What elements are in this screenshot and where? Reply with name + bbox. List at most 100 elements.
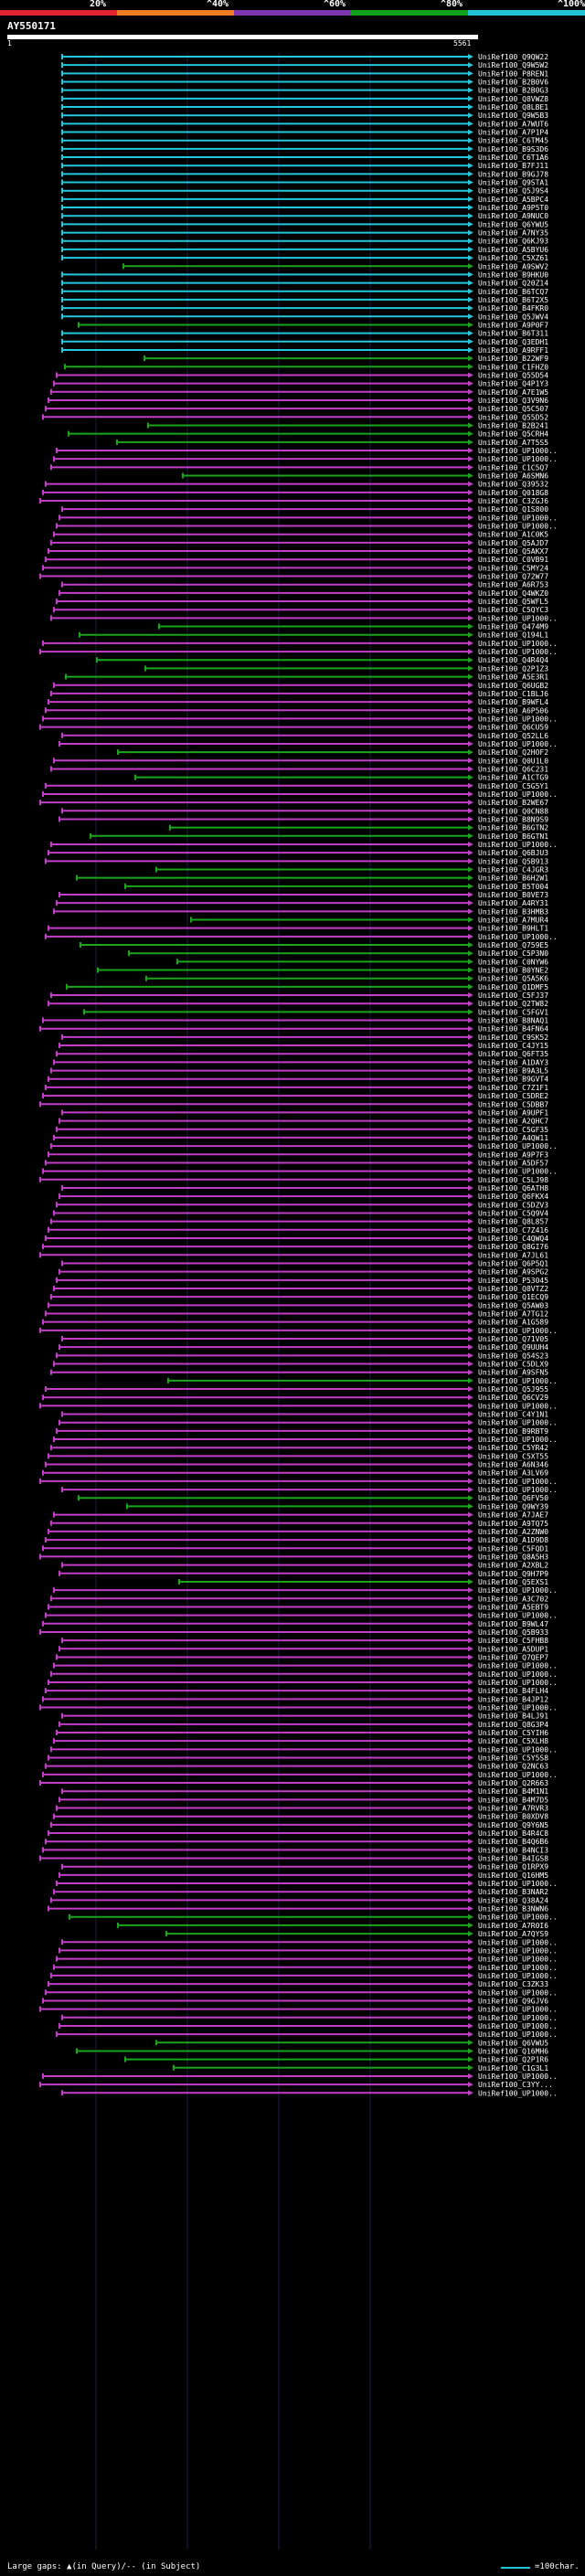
hit-label[interactable]: UniRef100_UP1000.. (478, 1142, 558, 1150)
hit-label[interactable]: UniRef100_P53045 (478, 1277, 548, 1285)
hit-label[interactable]: UniRef100_B2WE67 (478, 799, 548, 807)
hit-label[interactable]: UniRef100_Q5CRH4 (478, 430, 548, 439)
hit-label[interactable]: UniRef100_Q8LBE1 (478, 103, 548, 111)
hit-label[interactable]: UniRef100_C5QYC3 (478, 606, 548, 614)
hit-label[interactable]: UniRef100_Q5WFL5 (478, 598, 548, 606)
hit-label[interactable]: UniRef100_Q0CN88 (478, 807, 548, 815)
hit-label[interactable]: UniRef100_UP1000.. (478, 1956, 558, 1964)
hit-label[interactable]: UniRef100_Q759E5 (478, 941, 548, 949)
hit-label[interactable]: UniRef100_C0VB91 (478, 556, 548, 564)
hit-label[interactable]: UniRef100_Q2NC63 (478, 1763, 548, 1771)
hit-label[interactable]: UniRef100_C3ZK33 (478, 1980, 548, 1988)
hit-label[interactable]: UniRef100_B9WFL4 (478, 698, 548, 706)
hit-label[interactable]: UniRef100_UP1000.. (478, 1913, 558, 1922)
hit-label[interactable]: UniRef100_B6GTN1 (478, 832, 548, 841)
hit-label[interactable]: UniRef100_UP1000.. (478, 1486, 558, 1494)
hit-label[interactable]: UniRef100_C5FQD1 (478, 1544, 548, 1553)
hit-label[interactable]: UniRef100_UP1000.. (478, 1880, 558, 1888)
hit-label[interactable]: UniRef100_Q0U1L0 (478, 757, 548, 765)
hit-label[interactable]: UniRef100_C4JY15 (478, 1042, 548, 1050)
hit-label[interactable]: UniRef100_C5FJ37 (478, 991, 548, 1000)
hit-label[interactable]: UniRef100_C7Z1F1 (478, 1084, 548, 1092)
hit-label[interactable]: UniRef100_Q5B913 (478, 857, 548, 865)
hit-label[interactable]: UniRef100_A7JL61 (478, 1251, 548, 1259)
hit-label[interactable]: UniRef100_A4QW11 (478, 1134, 548, 1142)
hit-label[interactable]: UniRef100_Q6YWU5 (478, 220, 548, 228)
hit-label[interactable]: UniRef100_UP1000.. (478, 933, 558, 941)
hit-label[interactable]: UniRef100_C6T1A6 (478, 154, 548, 162)
hit-label[interactable]: UniRef100_UP1000.. (478, 1586, 558, 1595)
hit-label[interactable]: UniRef100_Q9WY39 (478, 1502, 548, 1511)
hit-label[interactable]: UniRef100_Q8GI76 (478, 1243, 548, 1251)
hit-label[interactable]: UniRef100_Q1DMF5 (478, 983, 548, 991)
hit-label[interactable]: UniRef100_UP1000.. (478, 1377, 558, 1385)
hit-label[interactable]: UniRef100_UP1000.. (478, 1612, 558, 1620)
hit-label[interactable]: UniRef100_Q4WKZ0 (478, 589, 548, 598)
hit-label[interactable]: UniRef100_UP1000.. (478, 1988, 558, 1997)
hit-label[interactable]: UniRef100_UP1000.. (478, 1662, 558, 1670)
hit-label[interactable]: UniRef100_A6SMN6 (478, 472, 548, 481)
hit-label[interactable]: UniRef100_A5EBT9 (478, 1603, 548, 1611)
hit-label[interactable]: UniRef100_C5DBB7 (478, 1100, 548, 1108)
hit-label[interactable]: UniRef100_A9UPF1 (478, 1108, 548, 1117)
hit-label[interactable]: UniRef100_A9TQ75 (478, 1520, 548, 1528)
hit-label[interactable]: UniRef100_Q8VWZ8 (478, 95, 548, 103)
hit-label[interactable]: UniRef100_UP1000.. (478, 1972, 558, 1980)
hit-label[interactable]: UniRef100_B3NWN6 (478, 1905, 548, 1913)
hit-label[interactable]: UniRef100_UP1000.. (478, 2089, 558, 2097)
hit-label[interactable]: UniRef100_Q7QEP7 (478, 1653, 548, 1661)
hit-label[interactable]: UniRef100_Q52LL6 (478, 732, 548, 740)
hit-label[interactable]: UniRef100_A1D9D8 (478, 1536, 548, 1544)
hit-label[interactable]: UniRef100_UP1000.. (478, 614, 558, 622)
hit-label[interactable]: UniRef100_A7TG12 (478, 1310, 548, 1319)
hit-label[interactable]: UniRef100_UP1000.. (478, 1327, 558, 1335)
hit-label[interactable]: UniRef100_UP1000.. (478, 455, 558, 463)
hit-label[interactable]: UniRef100_Q9W5B3 (478, 111, 548, 120)
hit-label[interactable]: UniRef100_B4M1N1 (478, 1787, 548, 1796)
hit-label[interactable]: UniRef100_A1DAY3 (478, 1058, 548, 1066)
hit-label[interactable]: UniRef100_C6TM45 (478, 137, 548, 145)
hit-label[interactable]: UniRef100_Q38A24 (478, 1896, 548, 1904)
hit-label[interactable]: UniRef100_A3C702 (478, 1595, 548, 1603)
hit-label[interactable]: UniRef100_UP1000.. (478, 740, 558, 748)
hit-label[interactable]: UniRef100_Q54S23 (478, 1352, 548, 1360)
hit-label[interactable]: UniRef100_Q8L857 (478, 1218, 548, 1226)
hit-label[interactable]: UniRef100_A7QYS9 (478, 1930, 548, 1938)
hit-label[interactable]: UniRef100_A9P5T0 (478, 204, 548, 212)
hit-label[interactable]: UniRef100_B5T004 (478, 883, 548, 891)
hit-label[interactable]: UniRef100_A7R0I6 (478, 1922, 548, 1930)
hit-label[interactable]: UniRef100_Q6P5Q1 (478, 1259, 548, 1267)
hit-label[interactable]: UniRef100_A9P0F7 (478, 321, 548, 329)
hit-label[interactable]: UniRef100_Q6FV50 (478, 1494, 548, 1502)
hit-label[interactable]: UniRef100_B4FN64 (478, 1025, 548, 1034)
hit-label[interactable]: UniRef100_UP1000.. (478, 1703, 558, 1712)
hit-label[interactable]: UniRef100_C4QWQ4 (478, 1235, 548, 1243)
hit-label[interactable]: UniRef100_UP1000.. (478, 1478, 558, 1486)
hit-label[interactable]: UniRef100_UP1000.. (478, 1419, 558, 1427)
hit-label[interactable]: UniRef100_B7FJ11 (478, 162, 548, 170)
hit-label[interactable]: UniRef100_A7NY35 (478, 229, 548, 238)
hit-label[interactable]: UniRef100_Q5B933 (478, 1628, 548, 1637)
hit-label[interactable]: UniRef100_Q6VWU5 (478, 2039, 548, 2047)
hit-label[interactable]: UniRef100_A2XBL2 (478, 1562, 548, 1570)
hit-label[interactable]: UniRef100_C5YIH6 (478, 1729, 548, 1737)
hit-label[interactable]: UniRef100_A7E1W5 (478, 388, 548, 397)
hit-label[interactable]: UniRef100_A7RVR3 (478, 1805, 548, 1813)
hit-label[interactable]: UniRef100_UP1000.. (478, 1745, 558, 1754)
hit-label[interactable]: UniRef100_Q9GJV6 (478, 1997, 548, 2005)
hit-label[interactable]: UniRef100_C5FGV1 (478, 1008, 548, 1016)
hit-label[interactable]: UniRef100_B3HMB3 (478, 907, 548, 916)
hit-label[interactable]: UniRef100_A2ZNW0 (478, 1528, 548, 1536)
hit-label[interactable]: UniRef100_C5P3N0 (478, 949, 548, 958)
hit-label[interactable]: UniRef100_B4LJ91 (478, 1712, 548, 1721)
hit-label[interactable]: UniRef100_C5XT55 (478, 1452, 548, 1460)
hit-label[interactable]: UniRef100_B0XDV8 (478, 1813, 548, 1821)
hit-label[interactable]: UniRef100_Q3EDH1 (478, 338, 548, 346)
hit-label[interactable]: UniRef100_Q6KJ93 (478, 238, 548, 246)
hit-label[interactable]: UniRef100_Q9H7P9 (478, 1570, 548, 1578)
hit-label[interactable]: UniRef100_C5XLH8 (478, 1737, 548, 1745)
hit-label[interactable]: UniRef100_Q3V9N6 (478, 397, 548, 405)
hit-label[interactable]: UniRef100_C7Z416 (478, 1226, 548, 1235)
hit-label[interactable]: UniRef100_UP1000.. (478, 514, 558, 522)
hit-label[interactable]: UniRef100_UP1000.. (478, 2072, 558, 2081)
